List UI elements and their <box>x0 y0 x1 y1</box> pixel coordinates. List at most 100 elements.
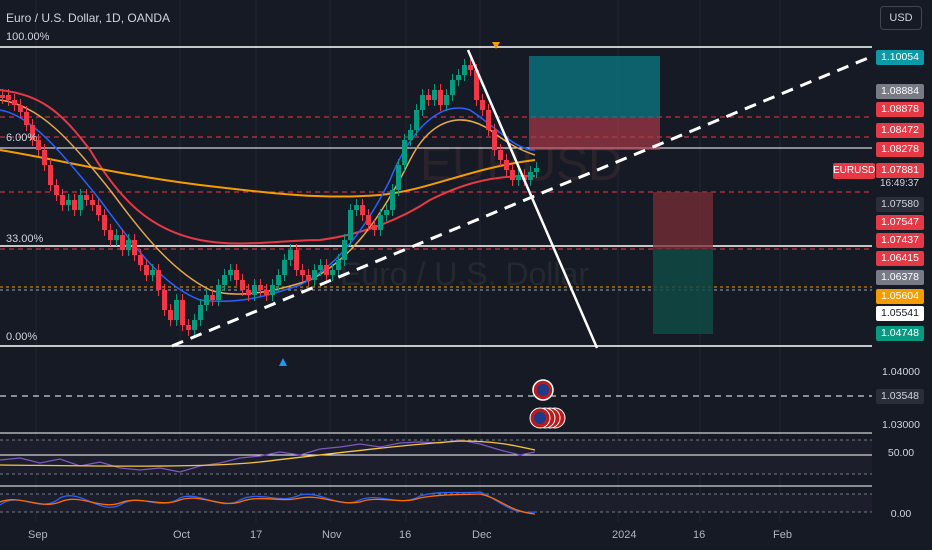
fib-label-0: 0.00% <box>6 331 38 343</box>
descending-trendline[interactable] <box>466 49 599 349</box>
price-level-label: 1.05604 <box>876 289 924 304</box>
candle-body <box>0 95 5 98</box>
candle-body <box>24 112 29 125</box>
short-target-box[interactable] <box>653 249 713 334</box>
candle-body <box>330 270 335 275</box>
candle-body <box>426 95 431 100</box>
candle-body <box>306 275 311 280</box>
candle-body <box>408 130 413 140</box>
rsi-ma-line <box>0 440 536 467</box>
ma-orange-line <box>0 149 536 198</box>
candle-body <box>6 95 11 100</box>
time-tick: 17 <box>250 529 263 541</box>
candle-body <box>198 305 203 320</box>
candle-body <box>36 140 41 150</box>
candle-body <box>342 240 347 260</box>
price-level-label: 1.06378 <box>876 270 924 285</box>
candle-body <box>162 290 167 310</box>
candle-body <box>258 285 263 290</box>
candle-body <box>48 165 53 185</box>
candle-body <box>234 270 239 280</box>
candle-body <box>90 200 95 205</box>
candle-body <box>30 125 35 140</box>
price-tick: 1.04000 <box>882 366 920 378</box>
candle-body <box>384 210 389 215</box>
rsi-level-label: 50.00 <box>887 447 915 459</box>
time-tick: Nov <box>322 529 342 541</box>
candle-body <box>120 235 125 250</box>
stoch-level-label: 0.00 <box>890 508 912 520</box>
candle-body <box>228 270 233 275</box>
candle-body <box>528 172 533 180</box>
target-zone-box[interactable] <box>529 56 660 117</box>
us-flag-event-icon[interactable] <box>532 379 554 401</box>
rsi-band <box>0 440 872 474</box>
candle-body <box>438 90 443 105</box>
candle-body <box>138 255 143 265</box>
candle-body <box>42 150 47 165</box>
bar-countdown: 16:49:37 <box>880 178 919 189</box>
candle-body <box>486 110 491 130</box>
candle-body <box>102 215 107 230</box>
triangle-down-marker-icon <box>492 42 500 49</box>
candlesticks[interactable] <box>0 59 539 336</box>
candle-body <box>270 285 275 295</box>
time-tick: Feb <box>773 529 792 541</box>
candle-body <box>402 140 407 165</box>
ma-light-orange-line <box>0 99 536 295</box>
candle-body <box>444 95 449 105</box>
candle-body <box>468 65 473 70</box>
fib-label-6: 6.00% <box>6 132 38 144</box>
symbol-badge[interactable]: EURUSD <box>833 163 875 179</box>
candle-body <box>474 70 479 100</box>
ma-red-line <box>0 89 536 245</box>
candle-body <box>54 185 59 195</box>
price-level-label: 1.03548 <box>876 389 924 404</box>
candle-body <box>312 270 317 280</box>
candle-body <box>18 105 23 112</box>
price-tick: 1.03000 <box>882 419 920 431</box>
price-level-label: 1.07547 <box>876 215 924 230</box>
stop-zone-box[interactable] <box>529 117 660 150</box>
candle-body <box>66 200 71 205</box>
candle-body <box>132 240 137 255</box>
candle-body <box>204 295 209 305</box>
candle-body <box>318 265 323 270</box>
price-level-label: 1.10054 <box>876 50 924 65</box>
candle-body <box>12 100 17 105</box>
candle-body <box>186 325 191 330</box>
ascending-trendline[interactable] <box>171 56 869 348</box>
candle-body <box>336 260 341 270</box>
stoch-k-line <box>0 491 536 514</box>
candle-body <box>480 100 485 110</box>
price-level-label: 1.05541 <box>876 306 924 321</box>
candle-body <box>252 285 257 295</box>
time-tick: Oct <box>173 529 191 541</box>
candle-body <box>150 270 155 275</box>
candle-body <box>510 170 515 180</box>
fib-label-33: 33.00% <box>6 233 44 245</box>
candle-body <box>516 175 521 180</box>
us-flag-event-icon[interactable] <box>529 407 566 429</box>
currency-button[interactable]: USD <box>880 6 922 30</box>
time-tick: Sep <box>28 529 48 541</box>
candle-body <box>300 270 305 275</box>
candle-body <box>390 190 395 210</box>
candle-body <box>432 90 437 100</box>
candle-body <box>60 195 65 205</box>
candle-body <box>240 280 245 290</box>
short-stop-box[interactable] <box>653 192 713 249</box>
time-tick: 16 <box>693 529 706 541</box>
candle-body <box>504 160 509 170</box>
candle-body <box>348 210 353 240</box>
candle-body <box>462 65 467 75</box>
candle-body <box>420 95 425 110</box>
candle-body <box>222 275 227 285</box>
candle-body <box>84 195 89 200</box>
candle-body <box>354 205 359 210</box>
stoch-d-line <box>0 493 536 515</box>
candle-body <box>192 320 197 330</box>
candle-body <box>78 195 83 210</box>
candle-body <box>414 110 419 130</box>
